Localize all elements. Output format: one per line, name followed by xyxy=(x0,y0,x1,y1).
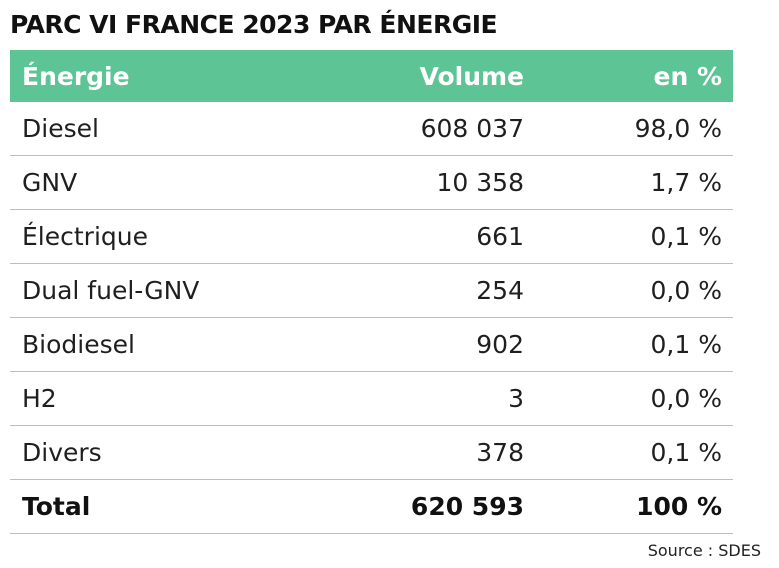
cell-energie: Biodiesel xyxy=(22,330,135,359)
cell-pct: 0,1 % xyxy=(650,438,722,467)
page-title: PARC VI FRANCE 2023 PAR ÉNERGIE xyxy=(10,10,498,39)
source-note: Source : SDES xyxy=(647,541,761,560)
cell-pct: 98,0 % xyxy=(634,114,722,143)
header-energie: Énergie xyxy=(22,61,130,91)
cell-volume: 3 xyxy=(508,384,524,413)
table-row: Dual fuel-GNV 254 0,0 % xyxy=(10,264,733,318)
table-row: Biodiesel 902 0,1 % xyxy=(10,318,733,372)
total-volume: 620 593 xyxy=(410,492,524,521)
cell-volume: 902 xyxy=(476,330,524,359)
energy-table: Énergie Volume en % Diesel 608 037 98,0 … xyxy=(10,50,733,534)
cell-energie: GNV xyxy=(22,168,78,197)
cell-pct: 0,1 % xyxy=(650,330,722,359)
table-row: Divers 378 0,1 % xyxy=(10,426,733,480)
cell-energie: Diesel xyxy=(22,114,99,143)
cell-volume: 10 358 xyxy=(436,168,524,197)
cell-volume: 378 xyxy=(476,438,524,467)
table-row: GNV 10 358 1,7 % xyxy=(10,156,733,210)
cell-volume: 254 xyxy=(476,276,524,305)
total-pct: 100 % xyxy=(636,492,722,521)
header-volume: Volume xyxy=(419,61,524,91)
table-row: H2 3 0,0 % xyxy=(10,372,733,426)
table-row: Diesel 608 037 98,0 % xyxy=(10,102,733,156)
total-row: Total 620 593 100 % xyxy=(10,480,733,534)
total-label: Total xyxy=(22,492,91,521)
cell-volume: 661 xyxy=(476,222,524,251)
header-pct: en % xyxy=(653,61,722,91)
cell-energie: Dual fuel-GNV xyxy=(22,276,200,305)
cell-volume: 608 037 xyxy=(420,114,524,143)
cell-energie: H2 xyxy=(22,384,57,413)
cell-pct: 0,0 % xyxy=(650,276,722,305)
table-header: Énergie Volume en % xyxy=(10,50,733,102)
cell-energie: Divers xyxy=(22,438,102,467)
cell-energie: Électrique xyxy=(22,222,148,251)
cell-pct: 0,1 % xyxy=(650,222,722,251)
table-row: Électrique 661 0,1 % xyxy=(10,210,733,264)
cell-pct: 1,7 % xyxy=(650,168,722,197)
cell-pct: 0,0 % xyxy=(650,384,722,413)
